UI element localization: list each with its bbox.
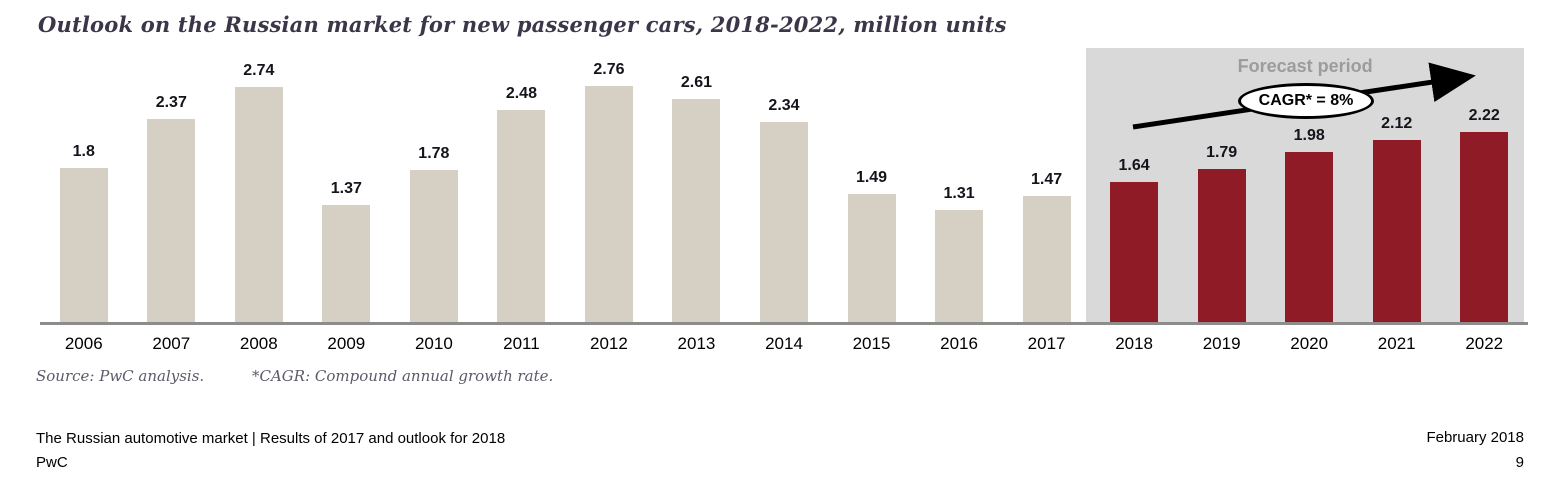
- bar-value-label: 1.8: [72, 143, 95, 160]
- x-axis-label: 2020: [1290, 334, 1329, 353]
- x-axis-label: 2019: [1202, 334, 1241, 353]
- cagr-annotation-label: CAGR* = 8%: [1258, 92, 1354, 109]
- bar-2014: [759, 122, 808, 322]
- bar-2011: [497, 110, 546, 322]
- bar-value-label: 2.48: [505, 85, 537, 102]
- bar-2015: [847, 194, 896, 322]
- bar-2006: [59, 168, 108, 322]
- bar-value-label: 1.64: [1118, 157, 1150, 174]
- bar-value-label: 2.12: [1381, 115, 1413, 132]
- bar-group: 1.37 2009: [303, 48, 391, 353]
- bar-2021: [1372, 140, 1421, 322]
- bar-chart: Forecast period CAGR* = 8% 1.8 2006 2.37 20…: [40, 48, 1528, 353]
- bar-2020: [1285, 152, 1334, 322]
- bar-group: 1.79 2019: [1178, 48, 1266, 353]
- x-axis-label: 2022: [1465, 334, 1504, 353]
- x-axis-label: 2014: [765, 334, 803, 353]
- x-axis-label: 2007: [152, 334, 191, 353]
- bar-2013: [672, 99, 721, 322]
- bar-group: 2.61 2013: [653, 48, 741, 353]
- x-axis-line: [40, 322, 1528, 325]
- bar-value-label: 2.34: [768, 97, 800, 114]
- footer-date: February 2018: [1426, 429, 1524, 446]
- x-axis-label: 2009: [327, 334, 366, 353]
- bar-value-label: 2.37: [155, 94, 187, 111]
- footer-document-title: The Russian automotive market | Results …: [36, 430, 506, 447]
- bar-2007: [147, 119, 196, 322]
- bar-value-label: 2.22: [1468, 107, 1500, 124]
- bar-group: 2.37 2007: [128, 48, 216, 353]
- x-axis-label: 2017: [1027, 334, 1066, 353]
- x-axis-label: 2013: [677, 334, 716, 353]
- bar-value-label: 1.31: [943, 185, 975, 202]
- bar-value-label: 2.76: [593, 61, 625, 78]
- footer-brand: PwC: [36, 454, 68, 471]
- bar-group: 1.47 2017: [1003, 48, 1091, 353]
- bar-group: 1.31 2016: [915, 48, 1003, 353]
- x-axis-label: 2016: [940, 334, 978, 353]
- bar-value-label: 1.37: [330, 180, 362, 197]
- bars-container: 1.8 2006 2.37 2007 2.74 2008 1.37 2009 1.78 2010 2…: [40, 48, 1528, 353]
- bar-group: 1.49 2015: [828, 48, 916, 353]
- chart-title: Outlook on the Russian market for new pa…: [38, 12, 1007, 37]
- x-axis-label: 2021: [1377, 334, 1416, 353]
- x-axis-label: 2008: [239, 334, 278, 353]
- forecast-period-label: Forecast period: [1237, 56, 1373, 76]
- x-axis-label: 2015: [852, 334, 891, 353]
- bar-group: 2.12 2021: [1353, 48, 1441, 353]
- x-axis-label: 2011: [503, 334, 540, 353]
- bar-group: 2.76 2012: [565, 48, 653, 353]
- bar-group: 1.98 2020: [1265, 48, 1353, 353]
- x-axis-label: 2018: [1115, 334, 1154, 353]
- bar-group: 2.22 2022: [1440, 48, 1528, 353]
- bar-2012: [584, 86, 633, 322]
- bar-group: 1.64 2018: [1090, 48, 1178, 353]
- bar-value-label: 2.74: [243, 62, 275, 79]
- bar-2018: [1110, 182, 1159, 322]
- bar-value-label: 1.98: [1293, 127, 1325, 144]
- bar-value-label: 1.79: [1206, 144, 1238, 161]
- bar-value-label: 1.78: [418, 145, 450, 162]
- bar-group: 2.48 2011: [478, 48, 566, 353]
- bar-2019: [1197, 169, 1246, 322]
- bar-2017: [1022, 196, 1071, 322]
- bar-2008: [234, 87, 283, 322]
- bar-group: 2.34 2014: [740, 48, 828, 353]
- footer-page-number: 9: [1515, 454, 1524, 471]
- x-axis-label: 2006: [64, 334, 103, 353]
- cagr-footnote: *CAGR: Compound annual growth rate.: [252, 367, 554, 385]
- bar-group: 2.74 2008: [215, 48, 303, 353]
- bar-2009: [322, 205, 371, 322]
- x-axis-label: 2012: [590, 334, 628, 353]
- bar-value-label: 1.47: [1031, 171, 1063, 188]
- bar-2010: [409, 170, 458, 322]
- bar-group: 1.78 2010: [390, 48, 478, 353]
- bar-value-label: 2.61: [680, 74, 713, 91]
- cagr-annotation: CAGR* = 8%: [1238, 83, 1374, 119]
- bar-group: 1.8 2006: [40, 48, 128, 353]
- bar-value-label: 1.49: [855, 169, 888, 186]
- x-axis-label: 2010: [414, 334, 453, 353]
- source-note: Source: PwC analysis.: [36, 367, 205, 385]
- bar-2022: [1460, 132, 1509, 322]
- bar-2016: [935, 210, 984, 322]
